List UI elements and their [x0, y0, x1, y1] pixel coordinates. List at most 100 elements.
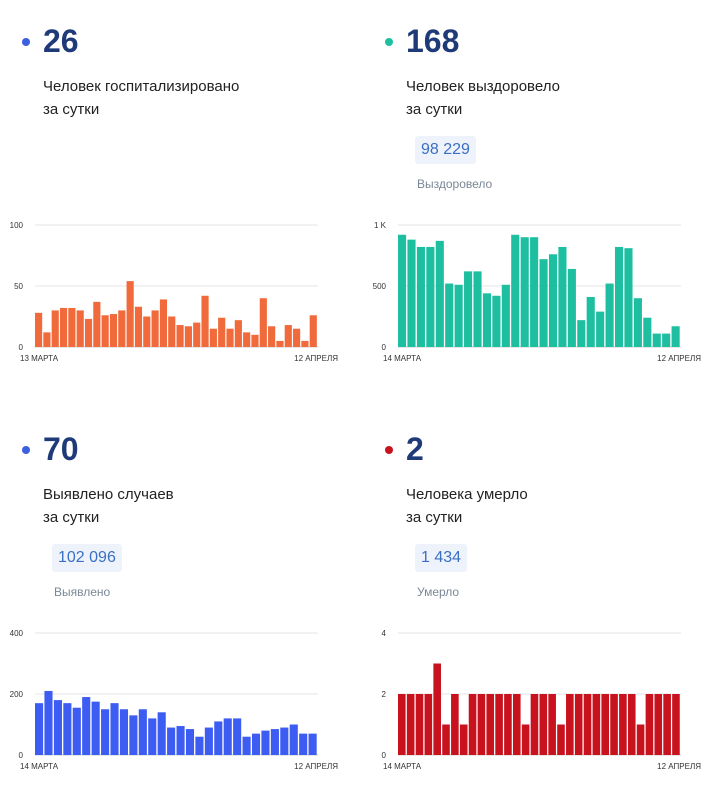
bar [91, 701, 100, 755]
bar [119, 709, 129, 755]
deaths-bar-chart: 0 2 4 14 МАРТА 12 АПРЕЛЯ [382, 629, 702, 771]
hospitalized-count: 26 [43, 23, 79, 59]
description-line: Человека умерло [406, 486, 528, 503]
y-tick-label: 4 [382, 629, 387, 638]
x-end-label: 12 АПРЕЛЯ [657, 354, 701, 363]
bar [268, 326, 276, 347]
bar [624, 248, 633, 347]
bar [309, 315, 317, 347]
bar [451, 694, 459, 755]
detected-card: 70 Выявлено случаев за сутки 102 096 Выя… [0, 408, 345, 803]
bar [261, 730, 270, 755]
bar [184, 326, 192, 347]
bullet-dot-icon [385, 38, 393, 46]
bar [663, 694, 671, 755]
bar [167, 727, 176, 755]
bar [398, 694, 406, 755]
description-line: Выявлено случаев [43, 486, 174, 503]
bar [424, 694, 433, 755]
bar [671, 326, 680, 347]
bar [654, 694, 663, 755]
bar [645, 694, 654, 755]
x-end-label: 12 АПРЕЛЯ [294, 762, 338, 771]
bar [157, 712, 166, 755]
bar [501, 284, 510, 347]
x-start-label: 14 МАРТА [383, 354, 422, 363]
detected-bar-chart: 0 200 400 14 МАРТА 12 АПРЕЛЯ [10, 629, 339, 771]
bar [53, 700, 62, 755]
bar [539, 259, 548, 347]
bar [68, 307, 76, 347]
bar [270, 729, 279, 755]
bar [442, 724, 450, 755]
bar [459, 724, 468, 755]
bar [209, 328, 217, 347]
x-end-label: 12 АПРЕЛЯ [294, 354, 338, 363]
bar [574, 694, 583, 755]
bar [43, 332, 51, 347]
bar [406, 694, 415, 755]
bar [251, 733, 261, 755]
bullet-dot-icon [22, 446, 30, 454]
bar [143, 316, 151, 347]
deaths-total: 1 434 [415, 544, 468, 572]
bar [201, 295, 209, 347]
bar [445, 283, 454, 347]
bar [426, 246, 435, 347]
y-tick-label: 2 [382, 690, 387, 699]
bar [101, 315, 109, 347]
recovered-description: Человек выздоровело за сутки [406, 75, 560, 121]
bar [416, 246, 425, 347]
bar [226, 328, 234, 347]
bullet-dot-icon [385, 446, 393, 454]
y-tick-label: 1 K [374, 221, 387, 230]
bar [605, 283, 614, 347]
bar [118, 310, 126, 347]
bar [482, 293, 492, 347]
bar [138, 709, 147, 755]
bar [592, 694, 601, 755]
bar [284, 325, 292, 347]
bar [627, 694, 636, 755]
detected-description: Выявлено случаев за сутки [43, 483, 174, 529]
bar [435, 240, 444, 347]
bar [148, 718, 157, 755]
x-end-label: 12 АПРЕЛЯ [657, 762, 701, 771]
bar [76, 310, 84, 347]
bar [223, 718, 232, 755]
bar [473, 271, 482, 347]
bar [583, 694, 592, 755]
bar [672, 694, 680, 755]
bar [477, 694, 486, 755]
bar [492, 295, 501, 347]
bar [251, 334, 259, 347]
bar [512, 694, 521, 755]
detected-count: 70 [43, 431, 79, 467]
bar [511, 234, 520, 347]
bar [301, 340, 309, 347]
bar [567, 268, 576, 347]
bar [243, 332, 251, 347]
x-start-label: 14 МАРТА [383, 762, 422, 771]
bar [204, 727, 213, 755]
hospitalized-bar-chart: 0 50 100 13 МАРТА 12 АПРЕЛЯ [10, 221, 339, 363]
bar [652, 333, 661, 347]
x-start-label: 13 МАРТА [20, 354, 59, 363]
bullet-dot-icon [22, 38, 30, 46]
bar [233, 718, 242, 755]
y-tick-label: 100 [10, 221, 24, 230]
bar [293, 328, 301, 347]
bar [101, 709, 110, 755]
description-line: Человек госпитализировано [43, 78, 240, 95]
bar [168, 316, 176, 347]
bar [63, 703, 72, 755]
bar [633, 298, 642, 347]
bar [596, 311, 605, 347]
bar [44, 690, 53, 755]
bar [504, 694, 512, 755]
bar [468, 694, 477, 755]
bar [84, 318, 93, 347]
bar [276, 340, 284, 347]
y-tick-label: 0 [382, 343, 387, 352]
y-tick-label: 500 [373, 282, 387, 291]
